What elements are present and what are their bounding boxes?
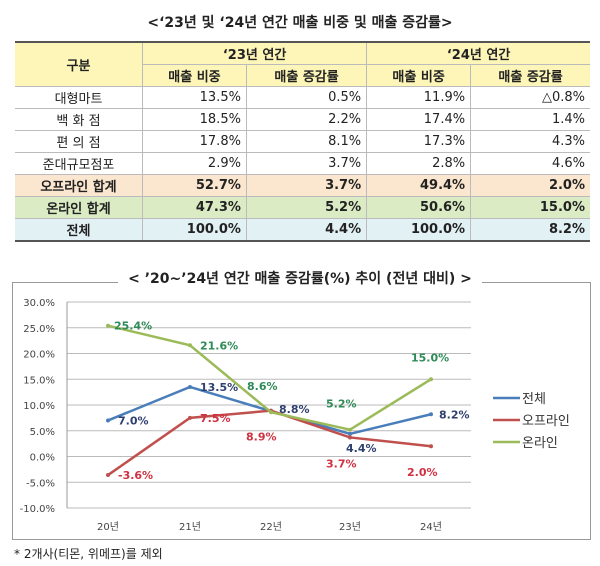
- data-point: [429, 444, 433, 449]
- y-tick-label: -5.0%: [26, 478, 55, 489]
- table-row: 준대규모점포 2.9% 3.7% 2.8% 4.6%: [15, 152, 590, 175]
- data-point: [106, 418, 110, 423]
- data-point: [348, 435, 352, 440]
- cell-value: 49.4%: [366, 174, 472, 197]
- data-point: [429, 412, 433, 417]
- data-point: [188, 343, 192, 348]
- table-row: 오프라인 합계 52.7% 3.7% 49.4% 2.0%: [15, 174, 590, 197]
- legend-label: 오프라인: [522, 414, 570, 429]
- row-label: 온라인 합계: [15, 196, 143, 219]
- y-tick-label: 25.0%: [23, 324, 55, 335]
- data-point: [106, 473, 110, 478]
- row-label: 전체: [15, 218, 143, 242]
- data-point: [106, 323, 110, 328]
- data-label: 21.6%: [200, 339, 238, 352]
- series-line-온라인: [107, 324, 432, 432]
- data-label: 5.2%: [326, 398, 357, 411]
- table-row: 대형마트 13.5% 0.5% 11.9% △0.8%: [15, 86, 590, 109]
- cell-value: 17.4%: [366, 108, 472, 131]
- legend-label: 전체: [522, 392, 546, 407]
- y-tick-label: 30.0%: [23, 298, 55, 309]
- legend-label: 온라인: [522, 436, 558, 451]
- cell-value: 17.3%: [366, 130, 472, 153]
- x-tick-label: 21년: [179, 521, 201, 533]
- cell-value: 0.5%: [245, 86, 368, 109]
- cell-value: 8.2%: [470, 218, 590, 242]
- x-tick-label: 22년: [260, 521, 282, 533]
- y-tick-label: 5.0%: [30, 427, 55, 438]
- data-label: 4.4%: [346, 442, 377, 455]
- y-tick-label: 20.0%: [23, 350, 55, 361]
- y-tick-label: 0.0%: [30, 453, 55, 464]
- cell-value: 100.0%: [366, 218, 472, 242]
- cell-value: 5.2%: [245, 196, 368, 219]
- cell-value: 2.8%: [366, 152, 472, 175]
- data-label: -3.6%: [118, 469, 153, 482]
- row-label: 편 의 점: [15, 130, 143, 153]
- cell-value: 2.2%: [245, 108, 368, 131]
- data-label: 8.9%: [246, 431, 277, 444]
- x-tick-label: 23년: [339, 521, 361, 533]
- y-tick-label: 10.0%: [23, 401, 55, 412]
- data-point: [348, 427, 352, 432]
- cell-value: 3.7%: [245, 174, 368, 197]
- sub-header: 매출 증감률: [470, 64, 590, 87]
- sales-table: 구분 ‘23년 연간 ‘24년 연간 매출 비중 매출 증감률 매출 비중 매출 증감…: [15, 41, 590, 242]
- data-point: [429, 377, 433, 382]
- cell-value: 2.0%: [470, 174, 590, 197]
- data-label: 25.4%: [114, 320, 152, 333]
- cell-value: 18.5%: [142, 108, 247, 131]
- data-point: [188, 415, 192, 420]
- sub-header: 매출 증감률: [245, 64, 368, 87]
- cell-value: 15.0%: [470, 196, 590, 219]
- data-label: 7.5%: [200, 412, 231, 425]
- data-point: [348, 431, 352, 436]
- data-label: 15.0%: [411, 351, 449, 364]
- row-label: 대형마트: [15, 86, 143, 109]
- cell-value: 4.4%: [245, 218, 368, 242]
- cell-value: 11.9%: [366, 86, 472, 109]
- data-label: 7.0%: [118, 414, 149, 427]
- data-label: 8.6%: [247, 380, 278, 393]
- data-label: 8.2%: [439, 408, 470, 421]
- data-label: 8.8%: [279, 403, 310, 416]
- y-tick-label: -10.0%: [20, 504, 55, 515]
- row-label: 준대규모점포: [15, 152, 143, 175]
- group-header: ‘24년 연간: [366, 41, 590, 65]
- table-row: 전체 100.0% 4.4% 100.0% 8.2%: [15, 218, 590, 242]
- cell-value: 13.5%: [142, 86, 247, 109]
- cell-value: 50.6%: [366, 196, 472, 219]
- table-row: 백 화 점 18.5% 2.2% 17.4% 1.4%: [15, 108, 590, 131]
- data-label: 2.0%: [407, 466, 438, 479]
- data-label: 3.7%: [326, 457, 357, 470]
- x-tick-label: 24년: [420, 521, 442, 533]
- table-row: 온라인 합계 47.3% 5.2% 50.6% 15.0%: [15, 196, 590, 219]
- data-point: [269, 410, 273, 415]
- x-tick-label: 20년: [97, 521, 119, 533]
- footnote: * 2개사(티몬, 위메프)를 제외: [14, 547, 163, 561]
- cell-value: 1.4%: [470, 108, 590, 131]
- data-point: [188, 384, 192, 389]
- data-label: 13.5%: [200, 381, 238, 394]
- chart-title: < ’20~’24년 연간 매출 증감률(%) 추이 (전년 대비) >: [118, 271, 482, 287]
- cell-value: 100.0%: [142, 218, 247, 242]
- table-title: <‘23년 및 ‘24년 연간 매출 비중 및 매출 증감률>: [147, 15, 453, 31]
- y-tick-label: 15.0%: [23, 375, 55, 386]
- col-header: 구분: [15, 41, 143, 87]
- sub-header: 매출 비중: [142, 64, 247, 87]
